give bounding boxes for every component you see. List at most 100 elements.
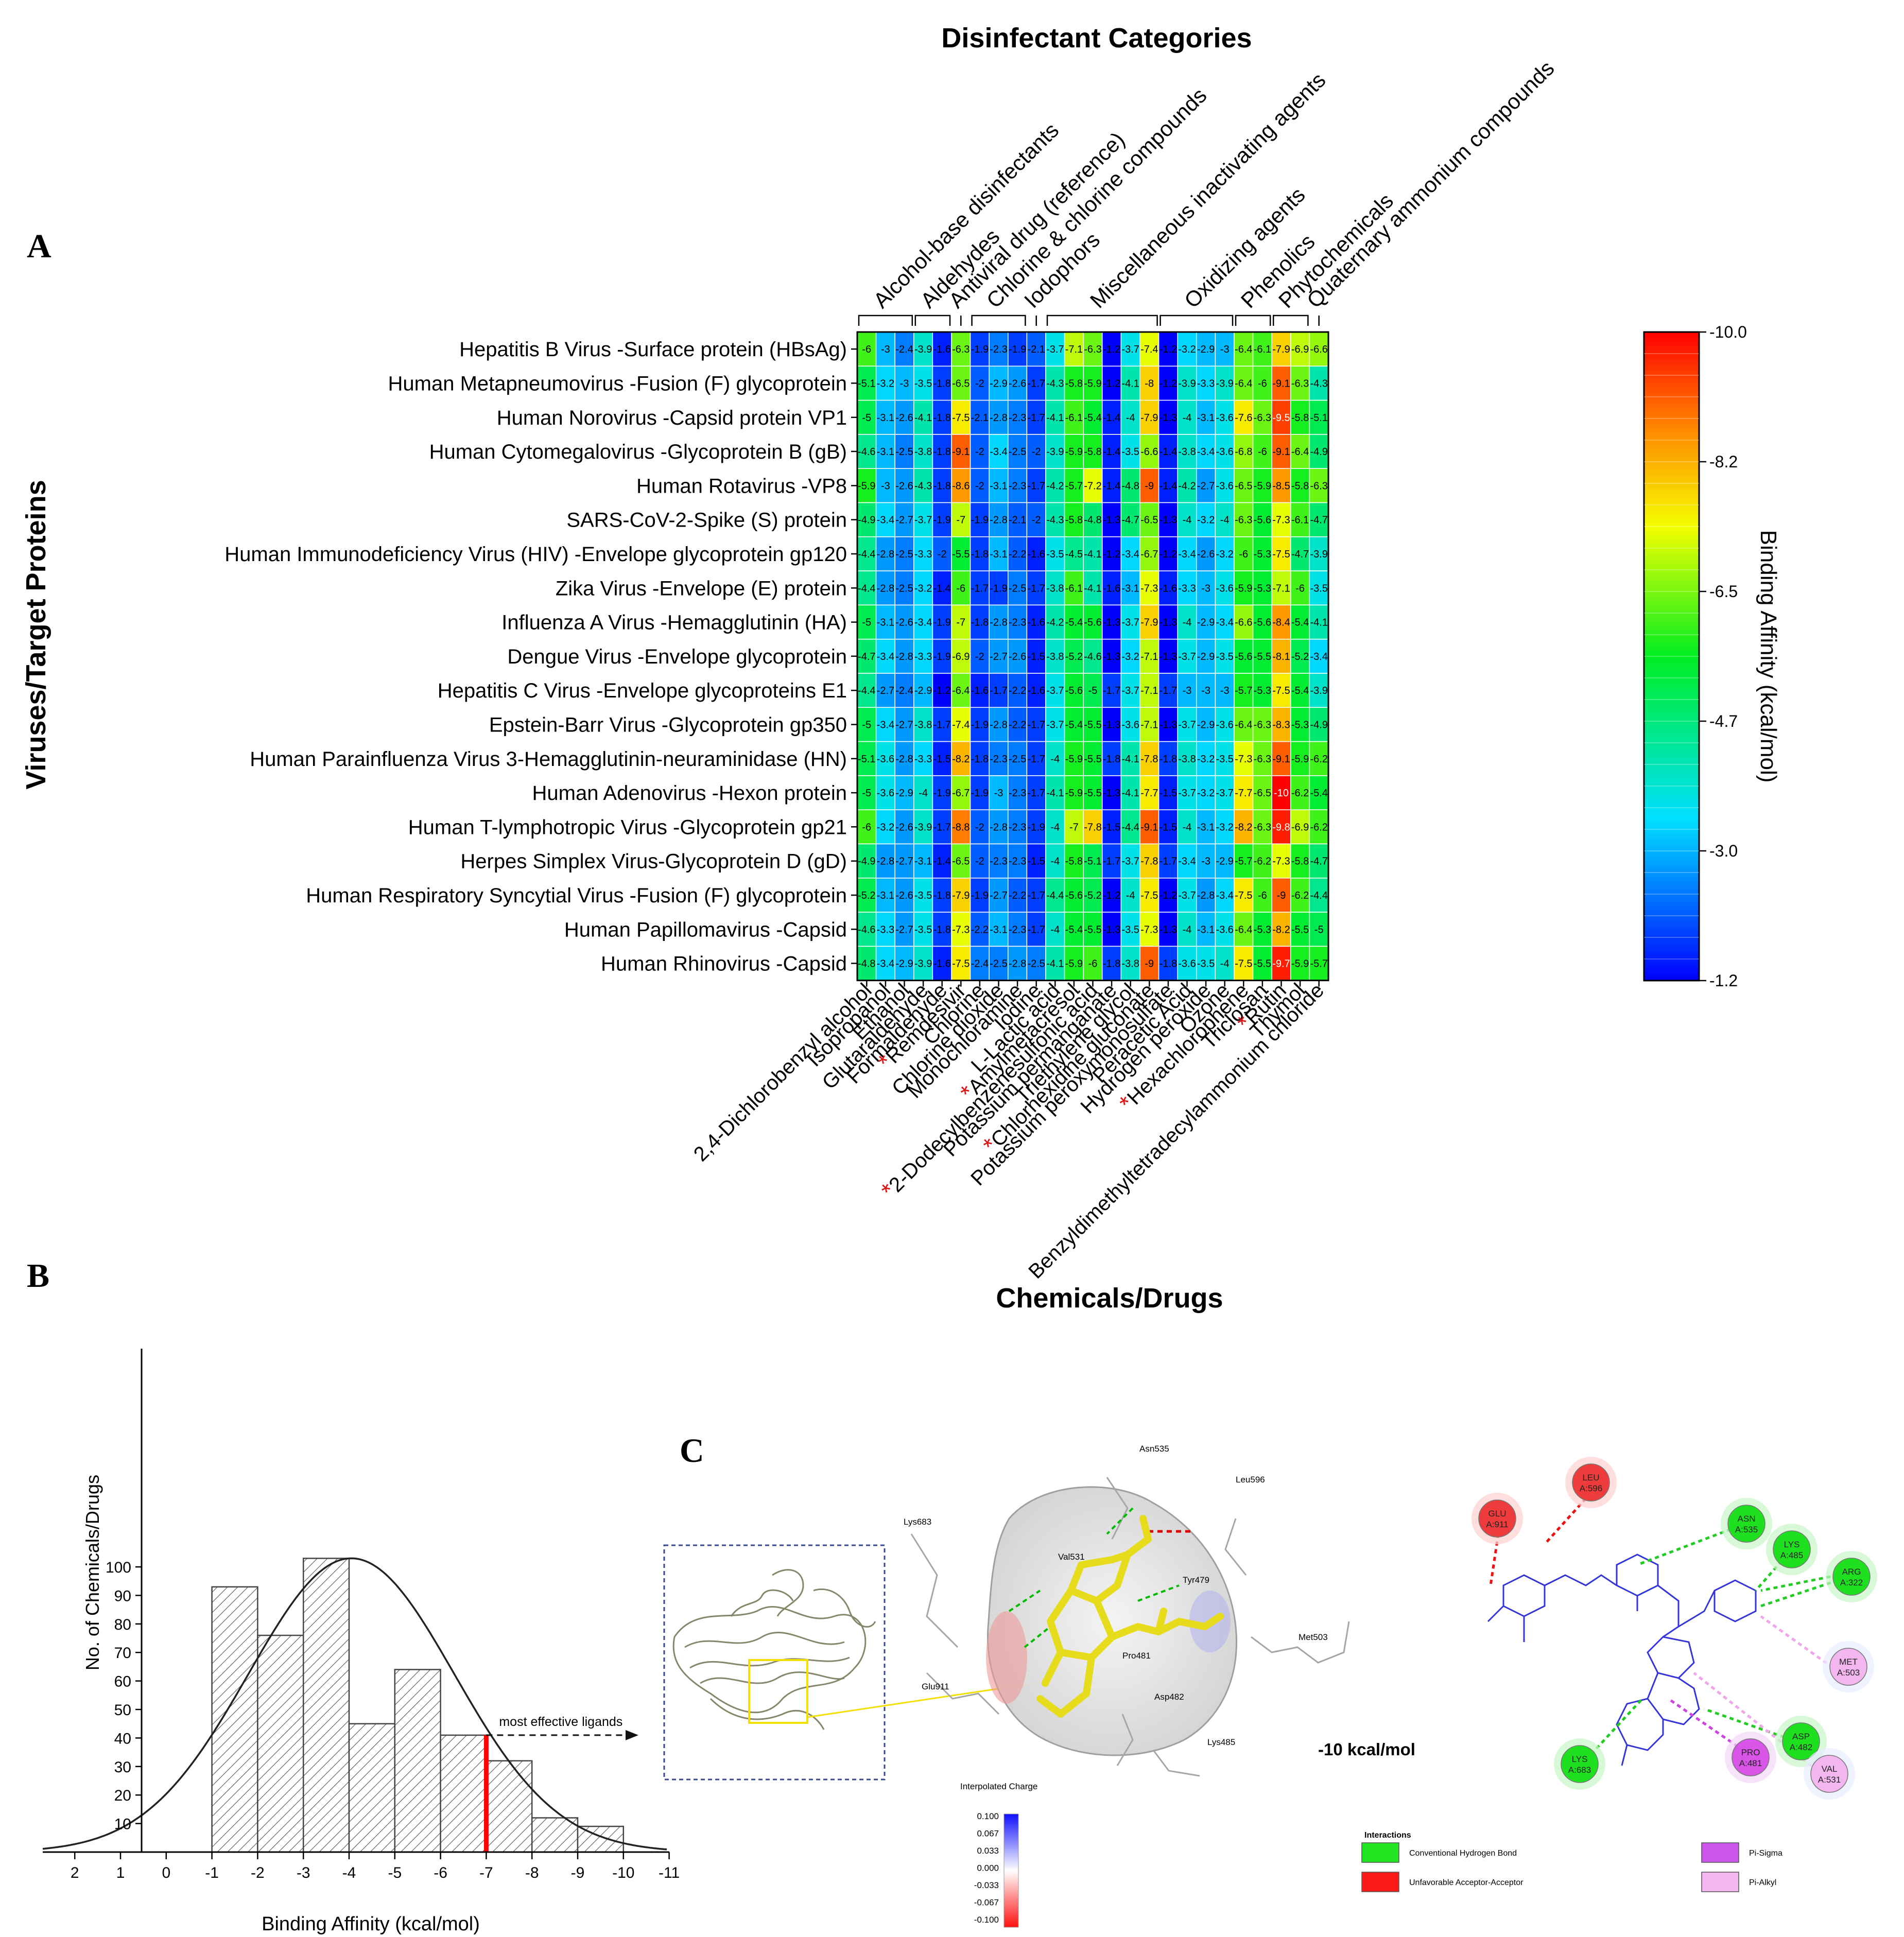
heatmap-cell (1045, 809, 1065, 845)
heatmap-cell (1252, 434, 1272, 469)
heatmap-cell-label: -5.2 (1084, 890, 1101, 901)
heatmap-cell (1139, 604, 1159, 640)
heatmap-cell (1271, 434, 1291, 469)
heatmap-cell-label: -1.3 (1159, 651, 1177, 662)
heatmap-cell-label: -7.5 (1235, 958, 1252, 970)
heatmap-cell-label: -3 (1220, 685, 1230, 696)
heatmap-cell (1309, 707, 1329, 742)
row-label: Human Norovirus -Capsid protein VP1 (497, 407, 847, 429)
heatmap-cell-label: -7.3 (1140, 924, 1158, 935)
heatmap-cell-label: -4.3 (1310, 378, 1327, 389)
heatmap-cell-label: -2.8 (895, 754, 913, 765)
heatmap-cell-label: -7.5 (952, 412, 970, 424)
heatmap-cell-label: -6.3 (1084, 344, 1101, 355)
charge-tick-label: 0.000 (977, 1863, 999, 1873)
heatmap-cell-label: -3.6 (1216, 720, 1233, 731)
heatmap-cell-label: -1.8 (971, 754, 989, 765)
heatmap-cell-label: -2 (975, 856, 984, 867)
heatmap-cell-label: -4.4 (1121, 822, 1139, 833)
heatmap-cell-label: -2.3 (1009, 617, 1026, 629)
heatmap-cell-label: -1.7 (1027, 583, 1045, 594)
heatmap-cell-label: -4.2 (1046, 617, 1064, 629)
heatmap-cell-label: -7.6 (1235, 412, 1252, 424)
heatmap-cell (970, 536, 990, 571)
heatmap-cell-label: -4.8 (1121, 480, 1139, 492)
heatmap-cell-label: -5.6 (1084, 617, 1101, 629)
residue-node (1829, 1648, 1867, 1686)
residue-id: A:481 (1739, 1758, 1762, 1768)
residue-nodes-2d: GLUA:911LEUA:596ASNA:535LYSA:485ARGA:322… (1472, 1457, 1877, 1800)
row-label: Human Adenovirus -Hexon protein (532, 782, 847, 805)
heatmap-cell (1139, 399, 1159, 435)
y-tick-label: 90 (114, 1587, 131, 1604)
heatmap-cell (1215, 434, 1235, 469)
heatmap-cell-label: -3.7 (1178, 788, 1196, 799)
ligand-sticks (1036, 1515, 1224, 1718)
heatmap-cell-label: -1.3 (1103, 788, 1120, 799)
charge-gradient (1003, 1813, 1019, 1928)
residue-id: A:322 (1840, 1578, 1863, 1587)
heatmap-cell (989, 912, 1009, 947)
heatmap-cell-label: -5.5 (1084, 720, 1101, 731)
x-tick-label: -11 (659, 1864, 680, 1881)
heatmap-cell-label: -4.7 (1310, 515, 1327, 526)
heatmap-cell-label: -4 (1220, 958, 1230, 970)
heatmap-cell-label: -1.8 (1159, 958, 1177, 970)
heatmap-cell-label: -5.9 (1291, 754, 1309, 765)
heatmap-cell (1252, 570, 1272, 606)
heatmap-cell-label: -2.4 (971, 958, 989, 970)
heatmap-cell (1102, 741, 1122, 776)
heatmap-cell-label: -4.7 (1121, 515, 1139, 526)
residue-label-asp482: Asp482 (1154, 1692, 1184, 1702)
heatmap-cell (1177, 502, 1197, 537)
heatmap-cell-label: -1.9 (971, 720, 989, 731)
heatmap-cell (875, 775, 895, 810)
heatmap-cell (951, 570, 971, 606)
residue-name: PRO (1741, 1748, 1760, 1757)
x-tick-label: -4 (342, 1864, 356, 1881)
heatmap-cell-label: -6 (862, 822, 871, 833)
heatmap-cell (913, 878, 933, 913)
heatmap-cell-label: -2.6 (895, 617, 913, 629)
heatmap-cell-label: -1.3 (1159, 617, 1177, 629)
histogram-xlabel: Binding Affinity (kcal/mol) (262, 1913, 480, 1935)
heatmap-cell (932, 468, 952, 503)
heatmap-cell-label: -2.5 (1027, 958, 1045, 970)
heatmap-cell (951, 878, 971, 913)
heatmap-cell (1008, 502, 1028, 537)
heatmap-cell (1120, 468, 1140, 503)
heatmap-cell (1290, 502, 1310, 537)
heatmap-cell-label: -5.9 (858, 480, 875, 492)
heatmap-cell-label: -8.2 (1235, 822, 1252, 833)
heatmap-cell (1158, 502, 1178, 537)
heatmap-cell-label: -7 (956, 515, 965, 526)
heatmap-cell-label: -4 (1220, 515, 1230, 526)
residue-name: ASP (1792, 1732, 1810, 1741)
heatmap-cell-label: -6 (1295, 583, 1305, 594)
heatmap-cell-label: -1.8 (1159, 754, 1177, 765)
heatmap-cell-label: -4.8 (858, 958, 875, 970)
heatmap-cell (1064, 570, 1084, 606)
heatmap-cell (1177, 912, 1197, 947)
heatmap-cell (857, 399, 877, 435)
heatmap-cell-label: -4.1 (1046, 412, 1064, 424)
heatmap-cell-label: -3.2 (1178, 344, 1196, 355)
heatmap-cell (1215, 570, 1235, 606)
heatmap-cell-label: -1.7 (971, 583, 989, 594)
heatmap-cell (913, 399, 933, 435)
heatmap-cell-label: -3.1 (990, 549, 1007, 560)
heatmap-cell (1008, 946, 1028, 981)
residue-node (1572, 1463, 1610, 1502)
charge-tick-label: -0.067 (974, 1898, 999, 1908)
heatmap-cell (951, 843, 971, 879)
x-tick-label: 0 (162, 1864, 170, 1881)
heatmap-cell-label: -2.8 (877, 856, 894, 867)
residue-id: A:596 (1580, 1484, 1602, 1493)
heatmap-cell-label: -1.4 (933, 583, 950, 594)
heatmap-cell (1290, 365, 1310, 401)
heatmap-cell (1252, 878, 1272, 913)
residue-name: LYS (1784, 1540, 1800, 1549)
heatmap-cell-label: -9.7 (1272, 958, 1290, 970)
heatmap-cell-label: -1.9 (1027, 822, 1045, 833)
heatmap-cell (1026, 536, 1046, 571)
